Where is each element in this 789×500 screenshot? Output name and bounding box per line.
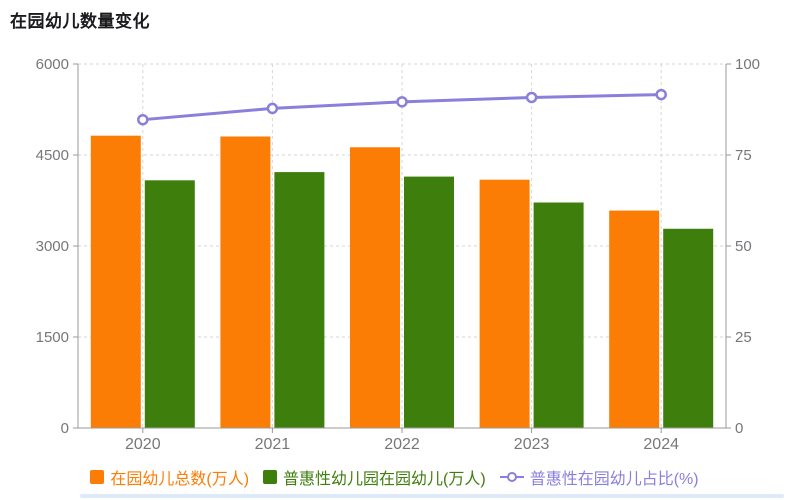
line-point-ratio-2022[interactable] bbox=[396, 96, 408, 108]
x-axis-label-2024: 2024 bbox=[643, 436, 679, 453]
legend-line-circle-icon bbox=[499, 472, 524, 482]
right-axis-label: 0 bbox=[735, 420, 743, 437]
legend-square-icon bbox=[90, 470, 105, 484]
bar-inclusive-2020[interactable] bbox=[144, 180, 195, 428]
bar-inclusive-2021[interactable] bbox=[274, 172, 325, 428]
right-axis-label: 100 bbox=[735, 56, 760, 73]
line-point-ratio-2021[interactable] bbox=[266, 102, 279, 115]
right-axis-label: 25 bbox=[735, 329, 752, 346]
x-axis-label-2022: 2022 bbox=[384, 436, 420, 453]
legend-label: 普惠性幼儿园在园幼儿(万人) bbox=[283, 471, 486, 488]
line-point-ratio-2024[interactable] bbox=[655, 88, 667, 101]
chart-title: 在园幼儿数量变化 bbox=[10, 12, 150, 31]
x-axis-label-2021: 2021 bbox=[255, 436, 291, 453]
horizontal-scrollbar[interactable] bbox=[80, 494, 784, 498]
x-axis-label-2023: 2023 bbox=[514, 436, 550, 453]
right-axis-label: 50 bbox=[735, 238, 752, 255]
left-axis-label: 3000 bbox=[36, 238, 69, 255]
bar-total-2020[interactable] bbox=[90, 135, 141, 428]
left-axis-label: 4500 bbox=[36, 147, 69, 164]
legend-square-icon bbox=[263, 470, 278, 484]
legend-label: 普惠性在园幼儿占比(%) bbox=[529, 471, 699, 488]
legend-label: 在园幼儿总数(万人) bbox=[110, 471, 250, 488]
line-point-ratio-2023[interactable] bbox=[525, 91, 538, 104]
bar-total-2021[interactable] bbox=[220, 136, 271, 428]
bar-total-2023[interactable] bbox=[479, 179, 530, 428]
legend-item-1[interactable]: 普惠性幼儿园在园幼儿(万人) bbox=[263, 465, 486, 489]
chart-legend: 在园幼儿总数(万人) 普惠性幼儿园在园幼儿(万人) 普惠性在园幼儿占比(%) bbox=[0, 463, 789, 491]
bar-line-chart: 0 1500 3000 4500 6000 0 25 50 75 100 2020 2021 2022 2… bbox=[36, 56, 760, 453]
bar-total-2024[interactable] bbox=[609, 210, 660, 428]
left-axis-label: 0 bbox=[61, 420, 69, 437]
bar-inclusive-2022[interactable] bbox=[404, 176, 454, 428]
left-axis-label: 6000 bbox=[36, 56, 69, 73]
bar-total-2022[interactable] bbox=[350, 147, 400, 429]
line-point-ratio-2020[interactable] bbox=[137, 113, 149, 126]
x-axis-label-2020: 2020 bbox=[125, 436, 161, 453]
legend-item-2[interactable]: 普惠性在园幼儿占比(%) bbox=[499, 465, 699, 489]
left-axis-label: 1500 bbox=[36, 329, 69, 346]
legend-item-0[interactable]: 在园幼儿总数(万人) bbox=[90, 465, 249, 489]
right-axis-label: 75 bbox=[735, 147, 752, 164]
bar-inclusive-2024[interactable] bbox=[663, 228, 714, 428]
bar-inclusive-2023[interactable] bbox=[533, 202, 584, 428]
